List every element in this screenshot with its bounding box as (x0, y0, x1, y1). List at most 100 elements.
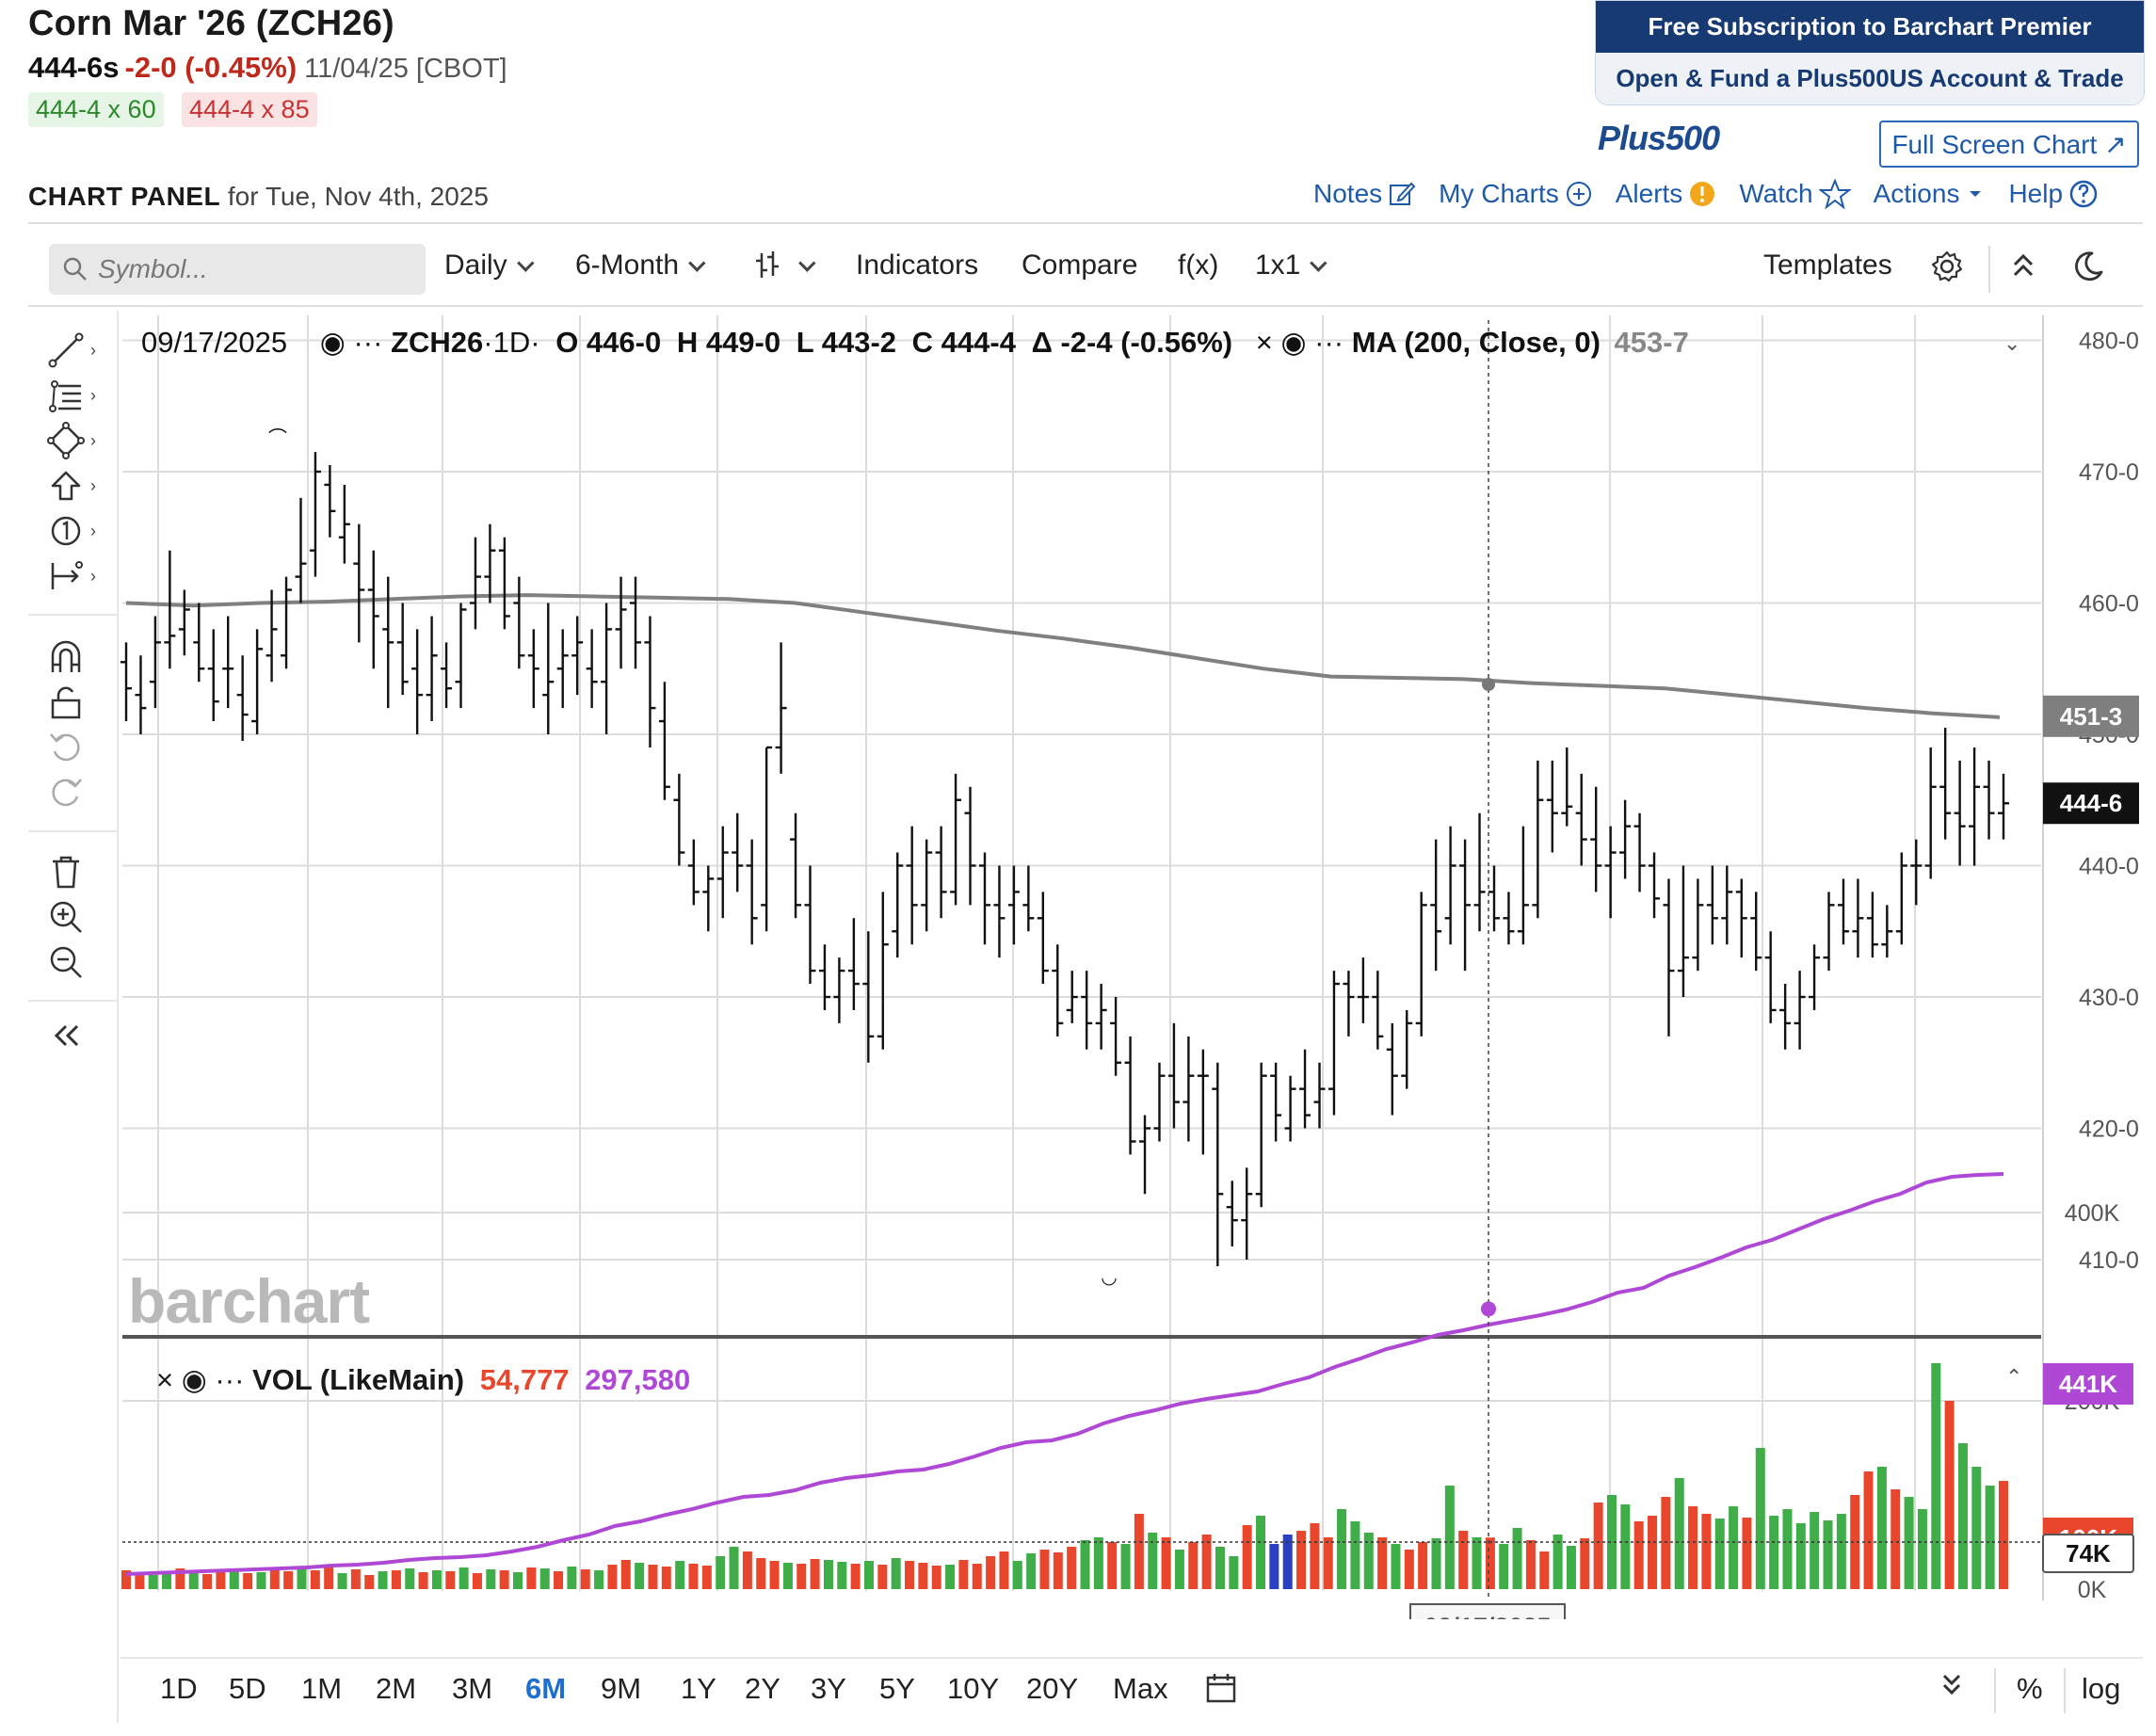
my-charts-link[interactable]: My Charts (1439, 179, 1593, 209)
ohlc-bar (281, 576, 293, 669)
line-tool[interactable]: › (47, 324, 107, 377)
watch-link[interactable]: Watch (1739, 179, 1851, 209)
range-3y[interactable]: 3Y (811, 1672, 846, 1705)
interval-dropdown[interactable]: Daily (444, 249, 535, 281)
volume-bar (1525, 1540, 1536, 1589)
period-dropdown[interactable]: 6-Month (575, 249, 706, 281)
range-9m[interactable]: 9M (601, 1672, 642, 1705)
eye-icon[interactable]: ◉ (1280, 326, 1307, 359)
my-charts-label: My Charts (1439, 179, 1559, 208)
bid-badge: 444-4 x 60 (28, 92, 164, 127)
calendar-button[interactable] (1205, 1672, 1237, 1712)
alerts-link[interactable]: Alerts (1616, 179, 1717, 209)
chart-type-dropdown[interactable] (753, 249, 816, 281)
indicators-button[interactable]: Indicators (856, 249, 979, 281)
collapse-toolbar-button[interactable] (2009, 249, 2037, 281)
volume-bar (769, 1561, 780, 1589)
fibonacci-tool[interactable]: › (47, 369, 107, 422)
eye-icon[interactable]: ◉ (181, 1363, 207, 1396)
collapse-sidebar-button[interactable] (47, 1009, 107, 1062)
full-screen-chart-button[interactable]: Full Screen Chart ↗ (1879, 121, 2139, 168)
more-icon[interactable]: ··· (353, 326, 383, 359)
eye-icon[interactable]: ◉ (319, 326, 346, 359)
ohlc-bar (441, 642, 453, 709)
delete-button[interactable] (47, 845, 107, 898)
volume-bar (1026, 1553, 1037, 1589)
range-1y[interactable]: 1Y (681, 1672, 716, 1705)
ohlc-bar (1022, 865, 1035, 932)
magnet-toggle[interactable] (47, 631, 107, 683)
ohlc-bar (149, 616, 161, 709)
range-max[interactable]: Max (1113, 1672, 1168, 1705)
unlock-icon (51, 686, 81, 719)
arrow-tool[interactable]: › (47, 459, 107, 512)
range-3m[interactable]: 3M (452, 1672, 493, 1705)
zoom-in-button[interactable] (47, 891, 107, 943)
help-link[interactable]: Help (2008, 179, 2099, 209)
function-button[interactable]: f(x) (1178, 249, 1219, 281)
ohlc-bar (804, 865, 816, 985)
undo-button[interactable] (47, 721, 107, 774)
volume-bar (1999, 1481, 2008, 1589)
range-20y[interactable]: 20Y (1026, 1672, 1079, 1705)
volume-bar (1485, 1537, 1495, 1589)
actions-menu[interactable]: Actions (1874, 179, 1987, 209)
magnet-icon (51, 640, 81, 672)
ohlc-bar (571, 616, 584, 696)
price-chart[interactable]: ⌒◡ 410-0420-0430-0440-0450-0460-0470-048… (121, 311, 2156, 1619)
percent-toggle[interactable]: % (2017, 1672, 2043, 1705)
templates-button[interactable]: Templates (1763, 249, 1892, 281)
ohlc-bar (1604, 826, 1617, 919)
volume-bar (499, 1570, 509, 1589)
ohlc-bar (1809, 944, 1821, 1010)
promo-premier-link[interactable]: Free Subscription to Barchart Premier (1596, 1, 2144, 53)
measure-tool[interactable]: › (47, 550, 107, 603)
redo-button[interactable] (47, 766, 107, 819)
compare-button[interactable]: Compare (1022, 249, 1138, 281)
volume-bar (594, 1570, 604, 1589)
expand-chart-button[interactable] (1938, 1668, 1966, 1708)
symbol-search-input[interactable]: Symbol... (49, 244, 426, 295)
volume-collapse-icon[interactable]: ⌃ (2005, 1365, 2023, 1389)
log-toggle[interactable]: log (2082, 1672, 2121, 1705)
promo-banner[interactable]: Free Subscription to Barchart Premier Op… (1595, 0, 2145, 105)
range-5y[interactable]: 5Y (879, 1672, 915, 1705)
shape-tool[interactable]: › (47, 414, 107, 467)
label-tool[interactable]: › (47, 505, 107, 557)
zoom-out-button[interactable] (47, 936, 107, 989)
lock-toggle[interactable] (47, 676, 107, 729)
range-1d[interactable]: 1D (160, 1672, 198, 1705)
close-icon[interactable]: × (156, 1363, 174, 1396)
more-icon[interactable]: ··· (215, 1363, 245, 1396)
ohlc-bar (601, 603, 613, 734)
close-icon[interactable]: × (1255, 326, 1273, 359)
chevron-right-icon: › (90, 385, 96, 405)
volume-bar (445, 1571, 456, 1589)
plus500-logo[interactable]: Plus500 (1598, 119, 1720, 157)
calendar-icon (1206, 1674, 1236, 1703)
more-icon[interactable]: ··· (1314, 326, 1344, 359)
range-6m[interactable]: 6M (525, 1672, 567, 1705)
symbol-placeholder: Symbol... (98, 254, 208, 283)
ohlc-bar (833, 957, 845, 1023)
layout-dropdown[interactable]: 1x1 (1255, 249, 1327, 281)
notes-link[interactable]: Notes (1313, 179, 1416, 209)
range-2y[interactable]: 2Y (745, 1672, 780, 1705)
range-1m[interactable]: 1M (301, 1672, 343, 1705)
promo-plus500-link[interactable]: Open & Fund a Plus500US Account & Trade (1596, 53, 2144, 104)
settings-button[interactable] (1930, 249, 1964, 283)
ohlc-bar (1721, 865, 1733, 945)
volume-bar (1067, 1547, 1077, 1589)
volume-bar (1431, 1538, 1441, 1589)
legend-collapse-icon[interactable]: ⌄ (2003, 331, 2021, 355)
help-icon (2069, 180, 2098, 208)
volume-bar (513, 1572, 523, 1589)
ohlc-bar (556, 629, 569, 709)
help-label: Help (2008, 179, 2064, 208)
dark-mode-toggle[interactable] (2071, 249, 2105, 283)
toolbar-divider (1988, 246, 1990, 293)
range-2m[interactable]: 2M (376, 1672, 417, 1705)
range-5d[interactable]: 5D (229, 1672, 266, 1705)
ohlc-bar (847, 918, 860, 1010)
range-10y[interactable]: 10Y (947, 1672, 1000, 1705)
